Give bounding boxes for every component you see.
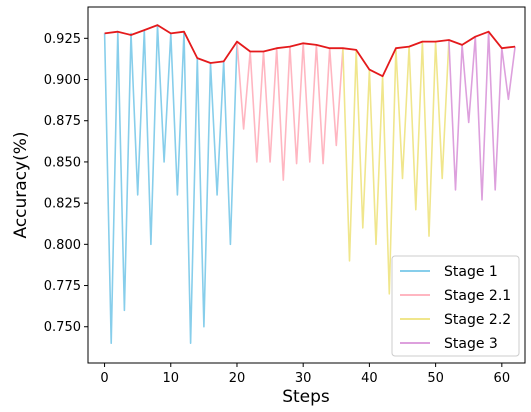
envelope-line [104, 24, 516, 78]
y-axis: 0.750 0.775 0.800 0.825 0.850 0.875 0.900 0.925 [44, 32, 88, 335]
y-tick-label: 0.800 [44, 238, 81, 253]
x-tick-label: 30 [295, 371, 312, 386]
x-tick-label: 10 [162, 371, 179, 386]
series-line-4 [448, 30, 516, 201]
y-tick-label: 0.875 [44, 114, 81, 129]
x-tick-label: 0 [100, 371, 108, 386]
x-tick-label: 20 [229, 371, 246, 386]
x-tick-label: 50 [427, 371, 444, 386]
envelope-layer [104, 24, 516, 78]
y-tick-label: 0.775 [44, 279, 81, 294]
y-tick-label: 0.825 [44, 197, 81, 212]
y-tick-label: 0.900 [44, 73, 81, 88]
legend-label: Stage 2.1 [444, 288, 511, 304]
legend: Stage 1 Stage 2.1 Stage 2.2 Stage 3 [391, 255, 520, 357]
legend-box [391, 255, 520, 357]
y-tick-label: 0.750 [44, 320, 81, 335]
x-axis: 0 10 20 30 40 50 60 [100, 363, 510, 386]
legend-label: Stage 3 [444, 336, 498, 352]
x-axis-label: Steps [282, 387, 330, 407]
y-tick-label: 0.925 [44, 32, 81, 47]
x-tick-label: 40 [361, 371, 378, 386]
y-axis-label: Accuracy(%) [11, 131, 31, 238]
legend-label: Stage 2.2 [444, 312, 511, 328]
legend-label: Stage 1 [444, 264, 498, 280]
x-tick-label: 60 [494, 371, 511, 386]
y-tick-label: 0.850 [44, 155, 81, 170]
plot-frame [87, 6, 526, 364]
